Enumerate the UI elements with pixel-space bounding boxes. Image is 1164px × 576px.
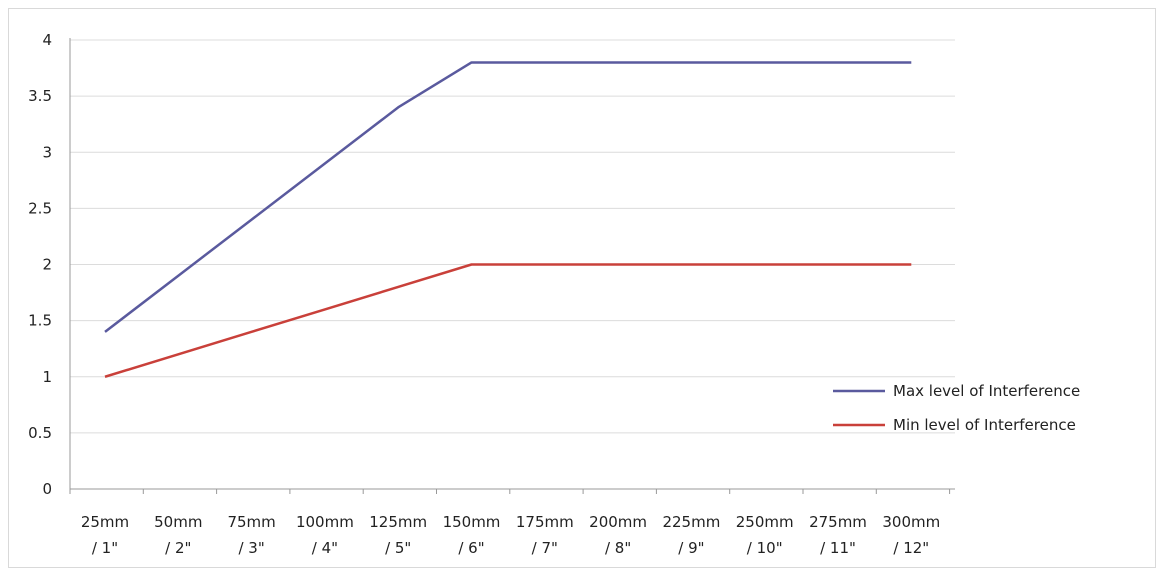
y-tick-label: 3 [42, 143, 52, 161]
x-tick-sublabel: / 12" [893, 539, 929, 557]
y-tick-label: 0.5 [28, 424, 52, 442]
y-tick-label: 4 [42, 31, 52, 49]
x-axis: 25mm / 1" 50mm / 2" 75mm / 3" 100mm / 4" 125mm / … [69, 38, 955, 557]
x-tick-sublabel: / 7" [532, 539, 558, 557]
y-tick-label: 1.5 [28, 312, 52, 330]
legend-label: Min level of Interference [893, 416, 1076, 434]
x-tick-label: 50mm [154, 513, 202, 531]
x-tick-label: 200mm [589, 513, 647, 531]
x-tick-label: 100mm [296, 513, 354, 531]
chart-frame [8, 8, 1156, 568]
y-tick-label: 1 [42, 368, 52, 386]
legend-label: Max level of Interference [893, 382, 1080, 400]
series-lines [104, 61, 912, 378]
x-tick-sublabel: / 11" [820, 539, 856, 557]
legend: Max level of Interference Min level of In… [833, 382, 1080, 434]
x-tick-sublabel: / 4" [312, 539, 338, 557]
x-tick-label: 250mm [736, 513, 794, 531]
x-tick-sublabel: / 8" [605, 539, 631, 557]
y-tick-label: 0 [42, 480, 52, 498]
x-tick-label: 75mm [227, 513, 275, 531]
y-tick-label: 3.5 [28, 87, 52, 105]
series-line-max [104, 61, 912, 333]
x-tick-sublabel: / 6" [458, 539, 484, 557]
x-tick-label: 300mm [882, 513, 940, 531]
x-tick-sublabel: / 1" [92, 539, 118, 557]
y-tick-label: 2 [42, 256, 52, 274]
x-tick-sublabel: / 2" [165, 539, 191, 557]
x-tick-label: 275mm [809, 513, 867, 531]
x-tick-label: 25mm [81, 513, 129, 531]
y-tick-label: 2.5 [28, 199, 52, 217]
series-line-min [104, 263, 912, 378]
x-tick-sublabel: / 10" [747, 539, 783, 557]
x-tick-sublabel: / 5" [385, 539, 411, 557]
x-tick-label: 175mm [516, 513, 574, 531]
gridlines [70, 39, 955, 434]
x-tick-label: 150mm [443, 513, 501, 531]
x-tick-sublabel: / 9" [678, 539, 704, 557]
x-tick-label: 125mm [369, 513, 427, 531]
y-axis-ticks: 0 0.5 1 1.5 2 2.5 3 3.5 4 [28, 31, 52, 498]
x-tick-sublabel: / 3" [238, 539, 264, 557]
x-tick-label: 225mm [662, 513, 720, 531]
